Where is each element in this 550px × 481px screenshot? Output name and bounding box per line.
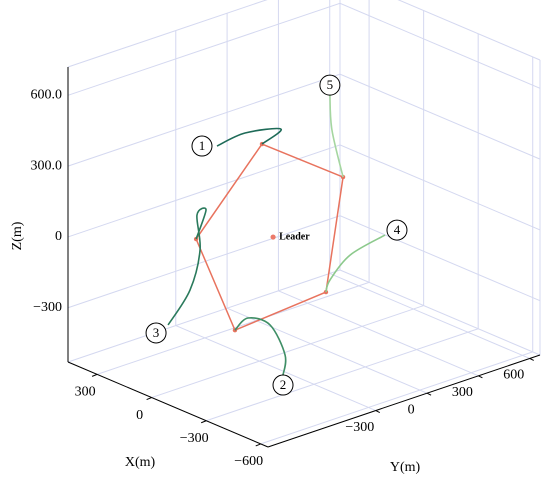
box-edge [397, 0, 541, 61]
x-tick-label: −300 [180, 431, 209, 446]
trajectory [167, 207, 207, 326]
y-tick [426, 392, 432, 396]
agent-label: 1 [199, 138, 206, 153]
grid-line [67, 73, 541, 167]
agent-label-circle [386, 219, 408, 241]
trajectory [329, 95, 344, 178]
leader-label: Leader [279, 231, 310, 242]
y-tick-label: 600 [503, 368, 524, 383]
trajectory [234, 316, 287, 376]
grid-line [277, 0, 479, 377]
formation-line [195, 143, 344, 332]
x-tick-label: 0 [136, 408, 143, 423]
x-axis [67, 361, 269, 448]
grid-line [151, 10, 425, 399]
y-tick [478, 375, 483, 379]
box-edge [67, 0, 268, 68]
agent-label: 4 [394, 222, 401, 237]
agent-label: 5 [327, 77, 334, 92]
x-tick-label: 300 [75, 385, 96, 400]
z-tick-label: 0 [55, 229, 62, 244]
agent-label: 3 [153, 325, 160, 340]
trajectory [216, 127, 282, 147]
grid-line [206, 33, 479, 422]
agent-label-circle [272, 374, 294, 396]
grid-line [260, 56, 534, 445]
z-axis-label: Z(m) [10, 221, 25, 250]
agent-label-circle [145, 322, 167, 344]
x-tick [91, 373, 98, 377]
agent-label-circle [319, 74, 341, 96]
x-tick [200, 420, 207, 424]
grid-line [226, 13, 428, 394]
grid-line [96, 0, 370, 375]
y-tick [375, 410, 380, 413]
grid-line [329, 0, 530, 359]
grid-line [175, 30, 376, 412]
agent-label-circle [191, 135, 213, 157]
x-tick-label: −600 [234, 454, 263, 469]
z-tick-label: −300 [33, 300, 62, 315]
y-axis-label: Y(m) [390, 460, 421, 475]
y-tick-label: 0 [408, 402, 415, 417]
z-tick-label: 300.0 [31, 158, 63, 173]
grid-line [67, 144, 541, 238]
y-axis [267, 354, 541, 448]
x-tick [255, 443, 261, 447]
x-tick [146, 397, 152, 401]
grid-line [67, 215, 541, 309]
x-axis-label: X(m) [125, 455, 156, 470]
leader-point [270, 234, 276, 240]
grid-line [67, 2, 541, 96]
z-tick-label: 600.0 [31, 88, 63, 103]
trajectory [325, 234, 386, 293]
box-edge [339, 269, 541, 356]
y-tick-label: −300 [345, 420, 374, 435]
y-tick [529, 358, 534, 361]
agent-label: 2 [280, 377, 287, 392]
box-edge [67, 269, 341, 363]
y-tick-label: 300 [452, 385, 473, 400]
